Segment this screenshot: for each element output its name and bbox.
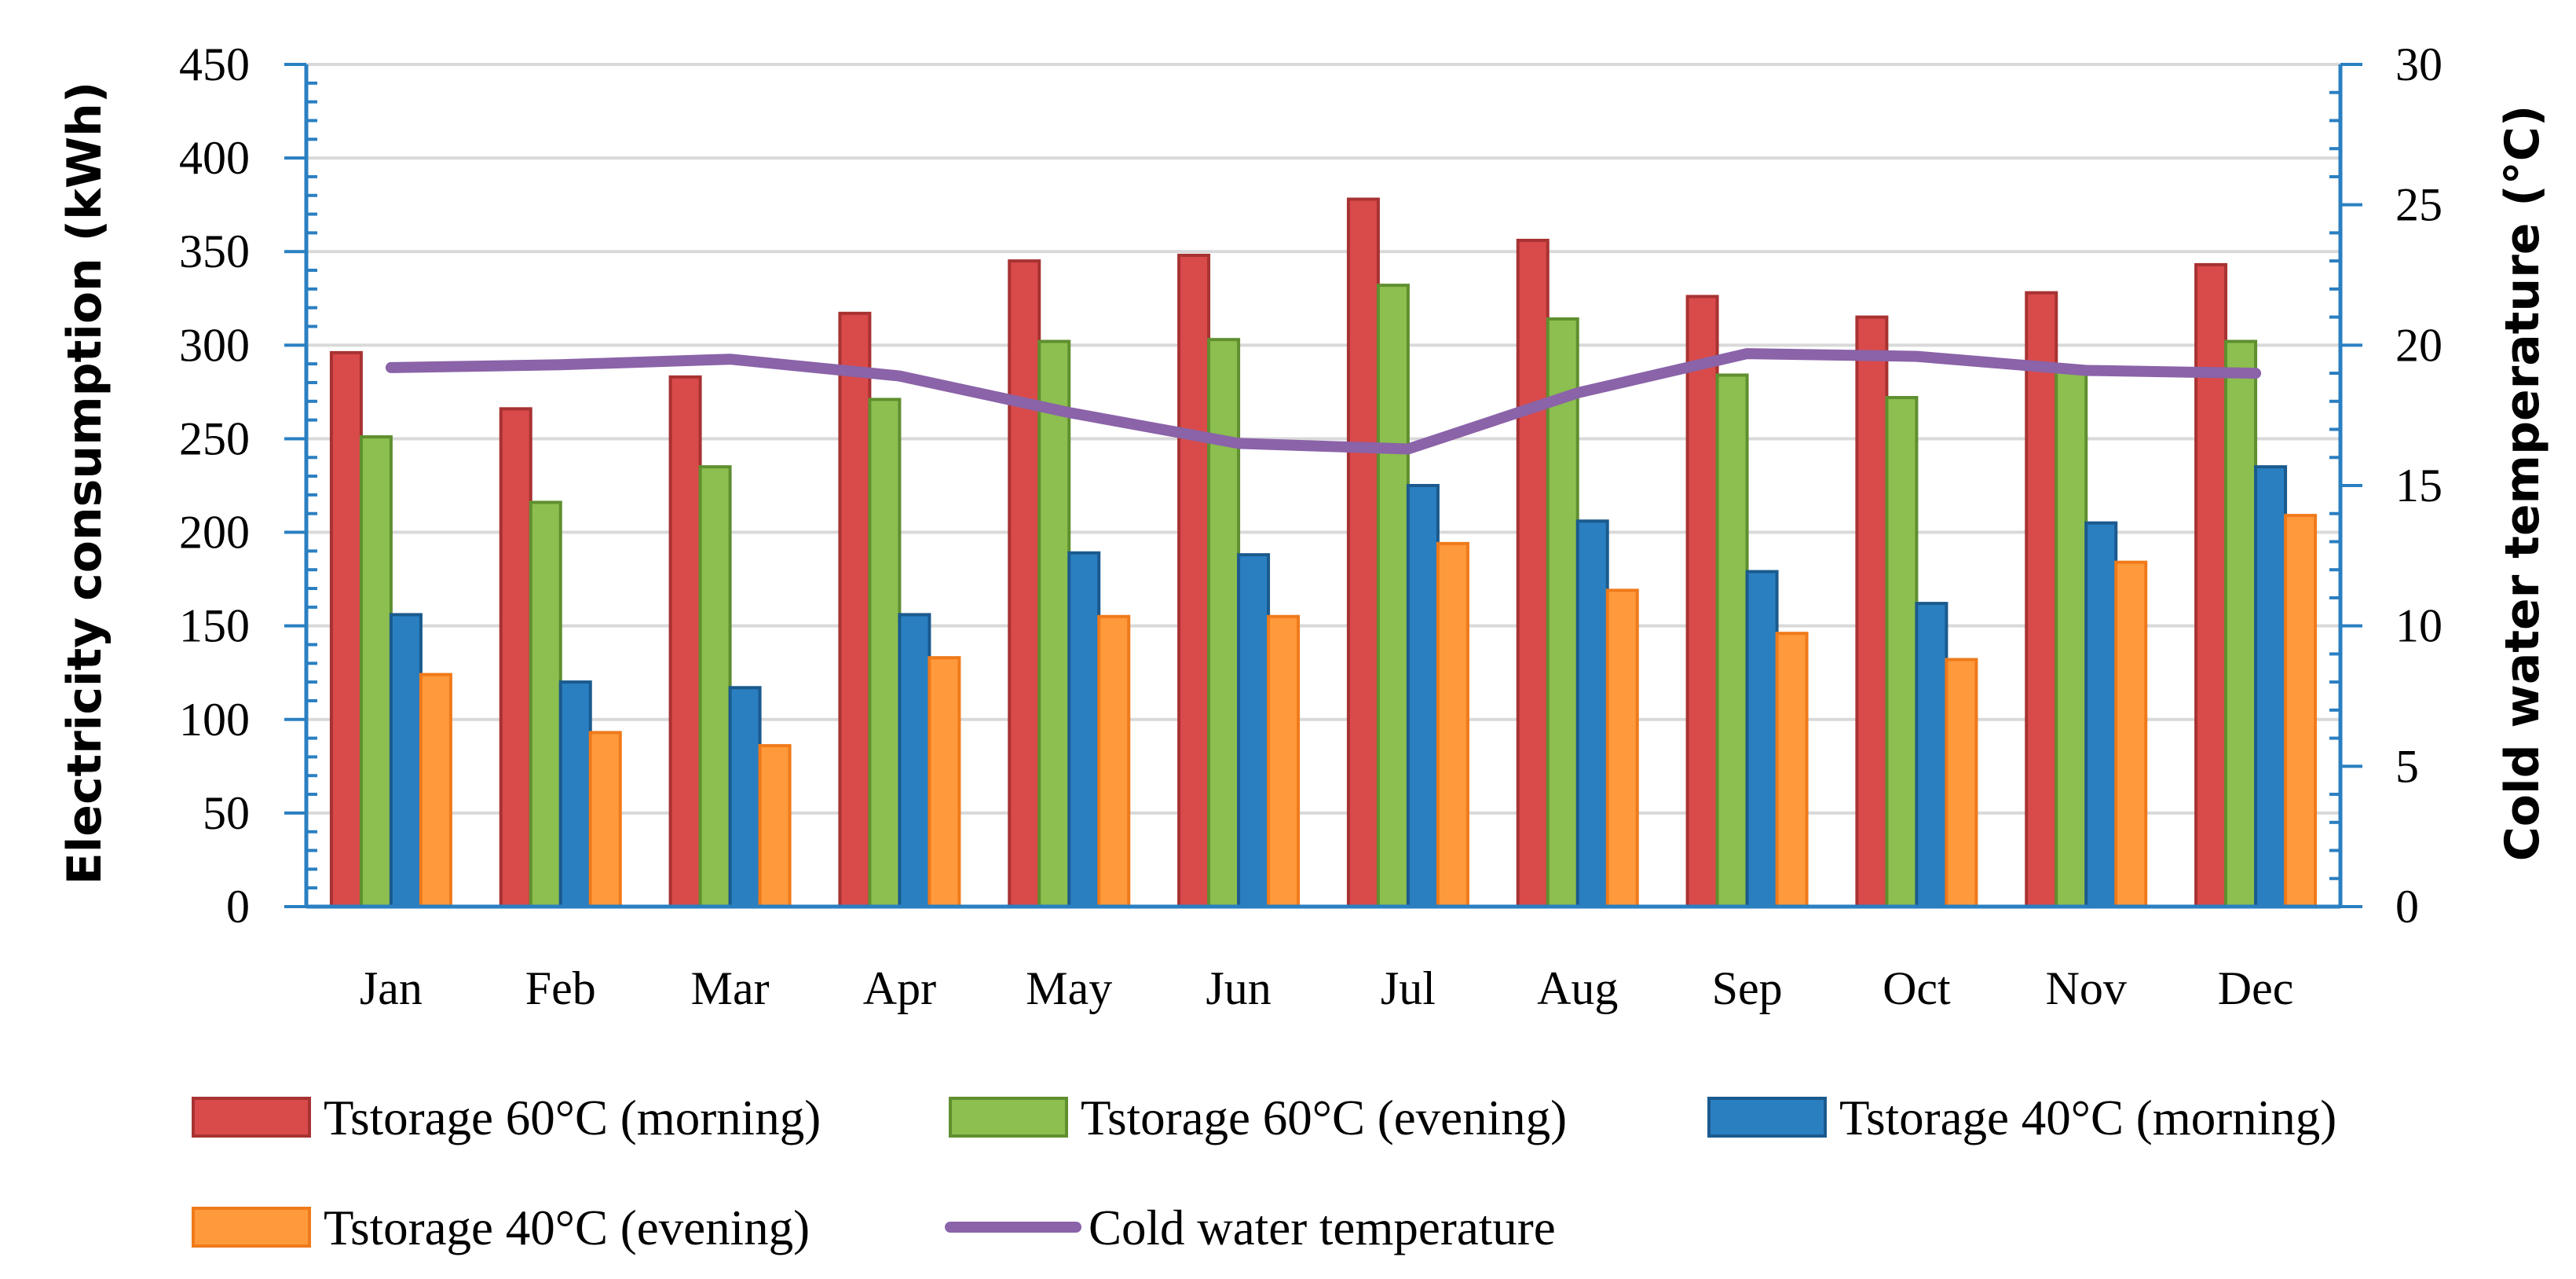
bar-jun-4 <box>1267 614 1301 908</box>
axes <box>284 63 2362 909</box>
x-tick-label: May <box>1026 962 1112 1014</box>
x-tick-label: Jul <box>1381 962 1436 1014</box>
bar-jan-2 <box>359 435 393 908</box>
y2-tick-label: 10 <box>2395 600 2442 652</box>
bar-dec-2 <box>2224 339 2258 908</box>
bar-sep-1 <box>1685 295 1719 908</box>
bar-may-3 <box>1067 551 1101 908</box>
y-tick-label: 300 <box>179 319 250 371</box>
y-axis-title: Electricity consumption (kWh) <box>57 82 112 885</box>
x-tick-label: Feb <box>525 962 596 1014</box>
bar-feb-2 <box>529 500 562 908</box>
line-cold-water-temperature <box>385 348 2262 455</box>
y-tick-label: 50 <box>203 787 250 839</box>
bar-jul-4 <box>1436 541 1469 908</box>
bar-jul-2 <box>1376 284 1410 908</box>
bar-jan-4 <box>419 672 452 908</box>
bar-apr-3 <box>898 613 931 909</box>
legend-label: Tstorage 40°C (evening) <box>324 1200 810 1255</box>
bar-dec-3 <box>2254 465 2288 908</box>
y-tick-label: 350 <box>179 225 250 277</box>
bar-jun-2 <box>1207 338 1241 909</box>
bar-nov-1 <box>2025 291 2058 908</box>
y2-tick-label: 15 <box>2395 460 2442 511</box>
y-tick-label: 450 <box>179 38 250 90</box>
bar-dec-1 <box>2194 262 2228 908</box>
bar-mar-1 <box>668 375 702 908</box>
x-tick-label: Nov <box>2046 962 2127 1014</box>
y-tick-label: 400 <box>179 132 250 184</box>
legend-label: Tstorage 60°C (evening) <box>1081 1090 1567 1145</box>
bar-sep-3 <box>1745 570 1779 908</box>
bar-may-1 <box>1008 259 1041 908</box>
bar-feb-3 <box>558 680 592 909</box>
bar-aug-3 <box>1575 519 1609 908</box>
bar-oct-3 <box>1915 602 1948 909</box>
bar-may-4 <box>1097 614 1131 908</box>
y-tick-label: 250 <box>179 412 250 464</box>
legend-swatch <box>1707 1097 1827 1138</box>
y2-tick-label: 20 <box>2395 319 2442 371</box>
bar-mar-3 <box>728 686 762 909</box>
bar-apr-2 <box>868 398 902 908</box>
bars <box>329 197 2318 909</box>
bar-nov-3 <box>2084 521 2118 909</box>
y-tick-label: 100 <box>179 694 250 746</box>
x-tick-label: Oct <box>1883 962 1951 1014</box>
bar-feb-1 <box>499 407 532 908</box>
bar-jun-1 <box>1177 253 1211 908</box>
y2-tick-label: 5 <box>2395 740 2419 792</box>
tick-labels: 0 50 100 150 200 250 300 350 400 450 0 5 10 15 20 25 30 J… <box>179 38 2442 1014</box>
bar-mar-2 <box>698 465 732 908</box>
legend: Tstorage 60°C (morning) Tstorage 60°C (ev… <box>192 1090 2336 1255</box>
legend-swatch <box>949 1097 1068 1138</box>
y-tick-label: 0 <box>226 881 250 933</box>
x-tick-label: Aug <box>1537 962 1618 1014</box>
bar-may-2 <box>1037 339 1071 908</box>
y2-axis-title: Cold water temperature (°C) <box>2495 105 2550 862</box>
y2-tick-label: 0 <box>2395 881 2419 933</box>
bar-jun-3 <box>1237 553 1271 908</box>
bar-sep-4 <box>1775 632 1809 908</box>
bar-oct-1 <box>1855 315 1889 909</box>
bar-apr-1 <box>838 311 872 908</box>
bar-dec-4 <box>2284 514 2318 908</box>
line-series <box>385 348 2262 455</box>
bar-sep-2 <box>1715 373 1749 908</box>
bar-aug-2 <box>1546 317 1579 908</box>
bar-feb-4 <box>588 731 622 908</box>
bar-aug-4 <box>1605 588 1639 908</box>
legend-label: Tstorage 60°C (morning) <box>324 1090 821 1145</box>
y-tick-label: 200 <box>179 507 250 559</box>
y-tick-label: 150 <box>179 600 250 652</box>
bar-jul-3 <box>1406 484 1440 908</box>
bar-jan-3 <box>389 613 423 909</box>
x-tick-label: Dec <box>2218 962 2294 1014</box>
bar-jan-1 <box>329 350 363 908</box>
bar-aug-1 <box>1516 238 1550 908</box>
gridlines <box>306 63 2340 815</box>
bar-oct-4 <box>1945 658 1978 909</box>
x-tick-label: Apr <box>863 962 936 1014</box>
legend-swatch <box>192 1207 311 1248</box>
legend-label: Tstorage 40°C (morning) <box>1839 1090 2336 1145</box>
x-tick-label: Mar <box>691 962 770 1014</box>
bar-oct-2 <box>1885 396 1919 908</box>
x-tick-label: Jan <box>360 962 423 1014</box>
x-tick-label: Sep <box>1712 962 1783 1014</box>
bar-jul-1 <box>1346 197 1380 908</box>
legend-label: Cold water temperature <box>1089 1200 1556 1255</box>
legend-swatch <box>192 1097 311 1138</box>
bar-nov-2 <box>2055 369 2088 908</box>
bar-nov-4 <box>2114 560 2148 908</box>
y2-tick-label: 30 <box>2395 38 2442 90</box>
bar-apr-4 <box>928 656 961 908</box>
y2-tick-label: 25 <box>2395 179 2442 231</box>
x-tick-label: Jun <box>1206 962 1271 1014</box>
bar-mar-4 <box>758 744 792 909</box>
